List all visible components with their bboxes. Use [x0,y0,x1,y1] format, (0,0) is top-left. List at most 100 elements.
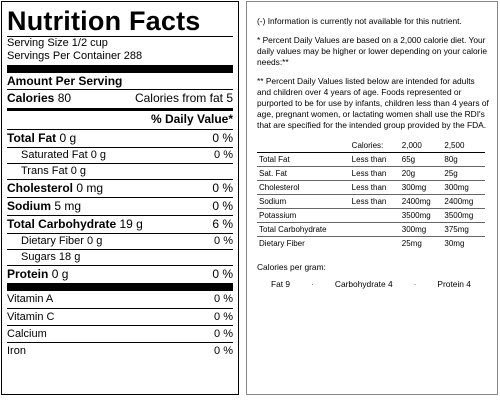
table-row: Potassium 3500mg 3500mg [257,208,485,223]
table-row: Total Carbohydrate 300mg 375mg [257,222,485,237]
nutrient-row-sodium: Sodium 5 mg 0 % [7,197,233,215]
nutrition-facts-panel: Nutrition Facts Serving Size 1/2 cup Ser… [1,1,239,395]
calories-per-gram-fat: Fat 9 [271,279,291,289]
calories-per-gram-label: Calories per gram: [257,262,326,272]
vitamin-name: Vitamin C [7,311,55,323]
vitamin-name: Iron [7,345,26,357]
amount-per-serving: Amount Per Serving [7,74,123,88]
nutrient-name: Cholesterol [7,181,74,195]
note-not-available: (-) Information is currently not availab… [257,16,462,26]
nutrient-amount: 5 mg [54,199,82,213]
table-cell: Dietary Fiber [257,236,350,250]
nutrient-row-total-carbohydrate: Total Carbohydrate 19 g 6 % [7,215,233,233]
table-header-cell: 2,500 [442,139,485,153]
table-cell: 80g [442,152,485,167]
nutrient-row-total-fat: Total Fat 0 g 0 % [7,129,233,147]
table-row: Sat. Fat Less than 20g 25g [257,166,485,181]
note-percent-daily-values: * Percent Daily Values are based on a 2,… [257,35,487,67]
nutrient-amount: 18 g [58,251,81,263]
nutrient-dv: 0 % [212,199,233,213]
nutrient-name: Sugars [21,251,56,263]
table-cell: 300mg [399,180,443,195]
nutrient-amount: 0 g [90,149,107,161]
serving-size: Serving Size 1/2 cup [7,37,108,49]
vitamin-row-c: Vitamin C 0 % [7,308,233,325]
nutrient-dv: 0 % [214,235,233,247]
vitamin-divider [7,283,233,291]
table-row: Dietary Fiber 25mg 30mg [257,236,485,250]
vitamin-name: Calcium [7,328,47,340]
table-row: Sodium Less than 2400mg 2400mg [257,194,485,209]
calories-per-gram-protein: Protein 4 [437,279,471,289]
table-cell: 2400mg [442,194,485,209]
note-rdi: ** Percent Daily Values listed below are… [257,76,489,130]
table-cell: 25mg [399,236,443,250]
calories-from-fat: Calories from fat 5 [134,91,233,105]
vitamin-row-iron: Iron 0 % [7,342,233,359]
servings-per-container: Servings Per Container 288 [7,50,143,62]
vitamin-row-a: Vitamin A 0 % [7,291,233,308]
table-cell: Sodium [257,194,350,209]
table-cell: Less than [349,194,400,209]
nutrient-row-dietary-fiber: Dietary Fiber 0 g 0 % [7,233,233,249]
table-cell: 20g [399,166,443,181]
nutrient-dv: 0 % [212,131,233,145]
table-cell [349,222,400,237]
table-cell: Cholesterol [257,180,350,195]
nutrient-name: Total Carbohydrate [7,217,117,231]
daily-value-header: % Daily Value* [7,108,233,129]
nutrient-dv: 6 % [212,217,233,231]
nutrient-name: Trans Fat [21,165,68,177]
table-header-cell [257,139,350,153]
nutrient-dv: 0 % [212,267,233,281]
calories-value: 80 [57,91,72,105]
table-cell: 300mg [399,222,443,237]
vitamin-dv: 0 % [214,311,233,323]
nutrient-row-sugars: Sugars 18 g [7,249,233,265]
table-cell: Sat. Fat [257,166,350,181]
separator-dot: · [311,279,314,289]
nutrient-name: Protein [7,267,49,281]
calories-per-gram-values: Fat 9 · Carbohydrate 4 · Protein 4 [257,273,481,290]
nutrient-dv: 0 % [212,181,233,195]
nutrient-amount: 0 g [59,131,77,145]
daily-value-info-panel: (-) Information is currently not availab… [246,1,498,395]
nutrient-row-protein: Protein 0 g 0 % [7,265,233,283]
table-cell: 375mg [442,222,485,237]
nutrient-name: Total Fat [7,131,57,145]
daily-value-table: Calories: 2,000 2,500 Total Fat Less tha… [257,139,485,250]
nutrient-amount: 0 g [70,165,87,177]
vitamin-dv: 0 % [214,328,233,340]
table-cell: Potassium [257,208,350,223]
table-header-cell: 2,000 [399,139,443,153]
calories-label: Calories [7,91,55,105]
table-cell: Total Fat [257,152,350,167]
nutrient-dv: 0 % [214,149,233,161]
table-cell: 25g [442,166,485,181]
nutrient-row-cholesterol: Cholesterol 0 mg 0 % [7,179,233,197]
nutrient-amount: 0 g [87,235,103,247]
nutrient-name: Dietary Fiber [21,235,84,247]
vitamin-name: Vitamin A [7,293,54,305]
table-cell: 65g [399,152,443,167]
nutrient-amount: 19 g [119,217,143,231]
table-row: Total Fat Less than 65g 80g [257,152,485,167]
table-header-row: Calories: 2,000 2,500 [257,139,485,153]
vitamin-dv: 0 % [214,293,233,305]
table-cell: 2400mg [399,194,443,209]
table-cell: Less than [349,180,400,195]
title-divider [7,36,233,37]
table-cell: Less than [349,166,400,181]
separator-dot: · [413,279,417,289]
table-header-cell: Calories: [349,139,400,153]
table-cell: 300mg [442,180,485,195]
calories-per-gram-carbohydrate: Carbohydrate 4 [334,279,393,289]
calories-label-group: Calories 80 [7,90,71,108]
serving-divider [7,65,233,73]
calories-row: Calories 80 Calories from fat 5 [7,89,233,108]
nutrient-amount: 0 mg [76,181,104,195]
table-cell [349,208,400,223]
table-cell: 30mg [442,236,485,250]
nutrient-amount: 0 g [51,267,69,281]
